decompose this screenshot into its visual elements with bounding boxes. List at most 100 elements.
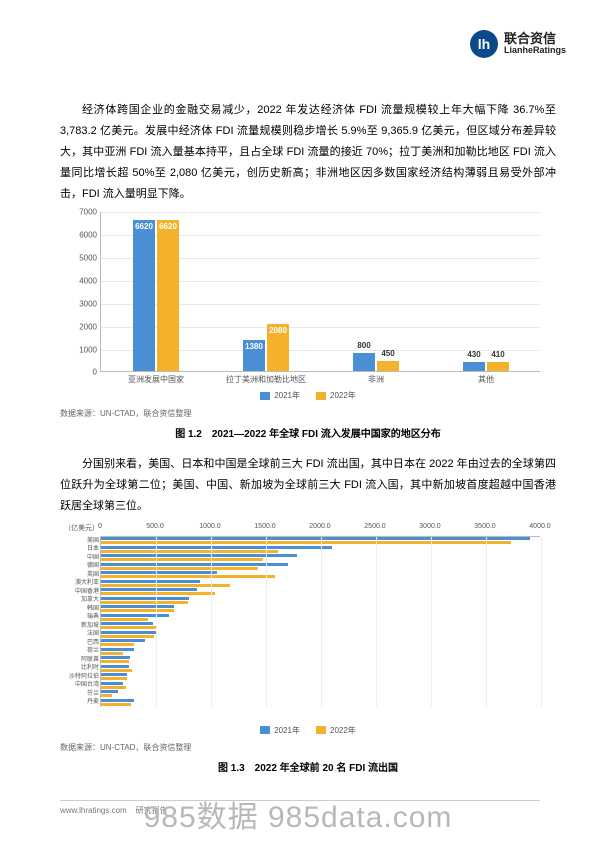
chart-1-source: 数据来源：UN-CTAD，联合资信整理 — [60, 408, 556, 419]
chart-1-bar-value: 410 — [491, 350, 504, 359]
chart-2-rows: 美国日本中国德国英国澳大利亚中国香港加拿大韩国瑞典新加坡法国巴西荷兰阿联酋比利时… — [100, 537, 540, 707]
chart-2-bar — [101, 699, 134, 702]
chart-1-wrap: 0100020003000400050006000700066206620亚洲发… — [60, 212, 556, 440]
chart-2-bar — [101, 580, 200, 583]
chart-1-caption: 图 1.2 2021—2022 年全球 FDI 流入发展中国家的地区分布 — [60, 425, 556, 440]
chart-1-ytick: 0 — [71, 368, 97, 377]
chart-2-bar — [101, 558, 263, 561]
chart-1-ytick: 1000 — [71, 345, 97, 354]
chart-1-ytick: 4000 — [71, 277, 97, 286]
chart-2-bar — [101, 567, 258, 570]
chart-2-bar — [101, 605, 174, 608]
chart-1-ytick: 7000 — [71, 208, 97, 217]
page-content: 经济体跨国企业的金融交易减少，2022 年发达经济体 FDI 流量规模较上年大幅… — [60, 100, 556, 774]
chart-1-bar-value: 800 — [357, 341, 370, 350]
chart-2-xtick: 1500.0 — [254, 523, 275, 530]
chart-2-xtick: 3000.0 — [419, 523, 440, 530]
chart-2-bar — [101, 639, 145, 642]
chart-2-category: 日本 — [67, 546, 99, 552]
chart-2-category: 中国香港 — [67, 589, 99, 595]
chart-2-bar — [101, 631, 156, 634]
chart-2-caption: 图 1.3 2022 年全球前 20 名 FDI 流出国 — [60, 759, 556, 774]
chart-2-xtick: 2000.0 — [309, 523, 330, 530]
chart-2-category: 中国台湾 — [67, 682, 99, 688]
chart-1-category: 拉丁美洲和加勒比地区 — [211, 374, 321, 385]
chart-2-bar — [101, 618, 148, 621]
paragraph-1: 经济体跨国企业的金融交易减少，2022 年发达经济体 FDI 流量规模较上年大幅… — [60, 100, 556, 204]
chart-2-bar — [101, 588, 197, 591]
chart-2-bar — [101, 571, 217, 574]
chart-2-category: 比利时 — [67, 665, 99, 671]
chart-1-bar-value: 430 — [467, 350, 480, 359]
chart-1-bar: 2080 — [267, 324, 289, 372]
chart-2-xaxis: （亿美元） 0500.01000.01500.02000.02500.03000… — [100, 525, 540, 537]
chart-2-bar — [101, 541, 511, 544]
chart-2-xtick: 1000.0 — [199, 523, 220, 530]
chart-1-bar: 1380 — [243, 340, 265, 372]
chart-2-xtick: 2500.0 — [364, 523, 385, 530]
chart-2-legend-item: 2022年 — [316, 725, 356, 736]
chart-2-bar — [101, 669, 132, 672]
chart-2-category: 韩国 — [67, 606, 99, 612]
chart-2-bar — [101, 601, 188, 604]
chart-2-bar — [101, 622, 153, 625]
chart-2-xtick: 3500.0 — [474, 523, 495, 530]
brand-en: LianheRatings — [504, 46, 566, 56]
chart-2-bar — [101, 563, 288, 566]
chart-2-bar — [101, 635, 154, 638]
chart-2-xtick: 4000.0 — [529, 523, 550, 530]
brand-text: 联合资信 LianheRatings — [504, 32, 566, 56]
chart-2-bar — [101, 677, 127, 680]
chart-2-category: 芬兰 — [67, 691, 99, 697]
brand-header: lh 联合资信 LianheRatings — [470, 30, 566, 58]
chart-1-bar: 450 — [377, 361, 399, 371]
chart-2-category: 中国 — [67, 555, 99, 561]
chart-2-category: 英国 — [67, 572, 99, 578]
chart-2-bar — [101, 550, 278, 553]
chart-2-legend: 2021年 2022年 — [60, 725, 556, 737]
chart-2-bar — [101, 554, 297, 557]
chart-1-legend: 2021年 2022年 — [60, 390, 556, 402]
chart-1-ytick: 6000 — [71, 231, 97, 240]
chart-2-bar — [101, 703, 131, 706]
chart-2-category: 澳大利亚 — [67, 580, 99, 586]
chart-1-legend-item: 2022年 — [316, 390, 356, 401]
chart-2-xunit: （亿美元） — [64, 523, 99, 533]
chart-1-bar-value: 450 — [381, 349, 394, 358]
chart-2-category: 阿联酋 — [67, 657, 99, 663]
chart-2-bar — [101, 673, 127, 676]
chart-2-bar — [101, 682, 123, 685]
brand-cn: 联合资信 — [504, 32, 566, 46]
chart-2-category: 丹麦 — [67, 699, 99, 705]
chart-1-bar: 800 — [353, 353, 375, 371]
chart-2-bar — [101, 643, 134, 646]
chart-1-bar-value: 2080 — [269, 326, 287, 335]
chart-2-legend-item: 2021年 — [260, 725, 300, 736]
chart-2-category: 德国 — [67, 563, 99, 569]
chart-1-bar: 430 — [463, 362, 485, 372]
logo-icon: lh — [470, 30, 498, 58]
chart-2-bar — [101, 537, 530, 540]
chart-1-bar: 6620 — [133, 220, 155, 371]
chart-2-category: 法国 — [67, 631, 99, 637]
chart-2-category: 荷兰 — [67, 648, 99, 654]
chart-2-bar — [101, 592, 215, 595]
chart-1-legend-item: 2021年 — [260, 390, 300, 401]
chart-2-bar — [101, 694, 112, 697]
chart-2-category: 巴西 — [67, 640, 99, 646]
chart-1-bar-value: 6620 — [135, 222, 153, 231]
chart-2-bar — [101, 656, 130, 659]
chart-2-xtick: 500.0 — [146, 523, 164, 530]
chart-2-bar — [101, 648, 134, 651]
chart-1-bars: 0100020003000400050006000700066206620亚洲发… — [100, 212, 540, 372]
chart-2-bar — [101, 665, 129, 668]
chart-2-category: 沙特阿拉伯 — [67, 674, 99, 680]
chart-1-ytick: 3000 — [71, 299, 97, 308]
chart-2-xtick: 0 — [98, 523, 102, 530]
chart-2-bar — [101, 609, 174, 612]
chart-2-bar — [101, 626, 156, 629]
chart-2-bar — [101, 614, 169, 617]
chart-2-bar — [101, 546, 332, 549]
chart-1-bar-value: 6620 — [159, 222, 177, 231]
chart-1-ytick: 2000 — [71, 322, 97, 331]
